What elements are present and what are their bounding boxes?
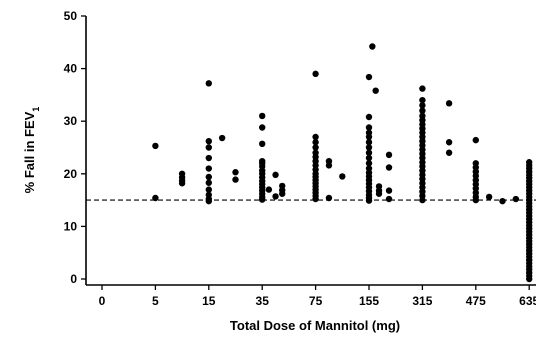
x-tick-label: 75 [309, 294, 323, 308]
data-point [205, 165, 212, 172]
data-point [152, 142, 159, 150]
y-tick-label: 50 [64, 9, 78, 23]
data-point [445, 149, 453, 156]
data-point [365, 139, 373, 146]
data-points [152, 43, 533, 283]
data-point [369, 43, 376, 50]
data-point [272, 193, 279, 200]
data-point [272, 171, 279, 179]
data-point [365, 160, 373, 167]
data-point [485, 193, 493, 201]
data-point [339, 173, 346, 180]
data-point [259, 112, 266, 120]
data-point [312, 133, 319, 141]
y-axis-title-subscript: 1 [31, 107, 41, 112]
data-point [152, 194, 159, 202]
data-point [205, 173, 212, 181]
data-point [419, 85, 426, 92]
data-point [312, 70, 319, 78]
y-ticks: 0 10 20 30 40 50 [64, 9, 86, 286]
x-ticks: 0 5 15 35 75 155 315 475 635 [99, 285, 536, 308]
data-point [312, 139, 319, 146]
y-tick-label: 0 [70, 272, 77, 286]
x-tick-label: 35 [256, 294, 270, 308]
data-point [365, 149, 373, 156]
data-point [205, 80, 212, 87]
data-point [232, 176, 239, 183]
data-point [205, 197, 212, 205]
data-point [325, 194, 333, 202]
data-point [205, 137, 212, 145]
x-tick-label: 475 [466, 294, 486, 308]
data-point [419, 96, 426, 104]
y-tick-label: 10 [64, 219, 78, 233]
data-point [385, 195, 393, 203]
data-point [205, 179, 212, 186]
data-point [365, 73, 373, 81]
data-point [259, 196, 266, 203]
data-point [312, 144, 319, 151]
data-point [365, 124, 373, 131]
data-point [472, 136, 479, 144]
x-tick-label: 315 [412, 294, 432, 308]
data-point [325, 162, 333, 169]
data-point [419, 107, 426, 114]
data-point [205, 144, 212, 151]
data-point [375, 190, 383, 197]
data-point [279, 190, 286, 197]
data-point [385, 151, 393, 159]
y-tick-label: 20 [64, 167, 78, 181]
data-point [472, 196, 479, 204]
y-tick-label: 40 [64, 62, 78, 76]
data-point [232, 169, 239, 176]
data-point [445, 100, 453, 107]
data-point [365, 197, 373, 204]
data-point [259, 140, 266, 148]
data-point [365, 144, 373, 151]
data-point [259, 124, 266, 131]
data-point [365, 154, 373, 162]
x-tick-label: 0 [99, 294, 106, 308]
data-point [265, 186, 273, 193]
data-point [312, 195, 319, 203]
data-point [385, 187, 393, 194]
data-point [419, 102, 426, 109]
data-point [205, 186, 212, 193]
y-axis-title-main: % Fall in FEV [22, 111, 37, 193]
data-point [385, 164, 393, 171]
data-point [499, 197, 506, 205]
data-point [205, 154, 212, 162]
x-tick-label: 155 [359, 294, 379, 308]
data-point [365, 113, 373, 121]
x-axis: 0 5 15 35 75 155 315 475 635 [86, 284, 536, 308]
data-point [526, 275, 533, 283]
x-tick-label: 635 [519, 294, 536, 308]
x-tick-label: 5 [152, 294, 159, 308]
y-axis-title: % Fall in FEV1 [22, 107, 41, 194]
y-axis: 0 10 20 30 40 50 [64, 9, 87, 286]
data-point [419, 196, 426, 204]
data-point [365, 133, 373, 141]
x-axis-title: Total Dose of Mannitol (mg) [230, 318, 400, 333]
data-point [372, 87, 379, 94]
data-point [512, 195, 520, 203]
data-point [218, 134, 226, 142]
y-tick-label: 30 [64, 114, 78, 128]
data-point [178, 180, 186, 187]
x-tick-label: 15 [202, 294, 216, 308]
data-point [445, 139, 453, 146]
